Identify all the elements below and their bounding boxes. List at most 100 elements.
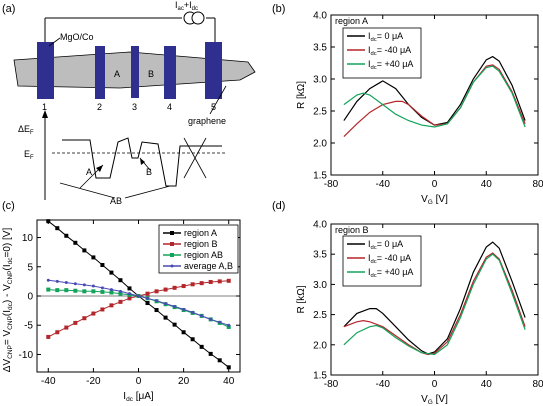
- source-label: Iac+Idc: [175, 0, 198, 12]
- chart-d-xtick-label: 40: [481, 379, 493, 390]
- chart-c-point: [55, 288, 60, 293]
- chart-c-point: [217, 279, 222, 284]
- chart-d-xtick-label: 80: [532, 379, 543, 390]
- chart-c-series-line: [48, 279, 229, 326]
- chart-c-ytick-label: -10: [19, 350, 34, 361]
- chart-c-point: [208, 279, 213, 284]
- chart-c-point: [209, 317, 213, 321]
- chart-c-xlabel: Idc [μA]: [123, 391, 154, 403]
- chart-region-a: -80 -40 0 40 80 1.5 2.0 2.5 3.0 3.5 4.0 Idc= 0 μA Id…: [296, 11, 543, 207]
- chart-c-point: [199, 344, 204, 349]
- contact-4-label: 4: [167, 102, 172, 112]
- region-b-label: B: [148, 69, 154, 79]
- chart-c-ylabel: ΔVCNP= VCNP(Idc) - VCNP(Idc=0) [V]: [2, 228, 14, 373]
- chart-c-point: [64, 325, 69, 330]
- panel-a-label: (a): [2, 3, 15, 15]
- chart-c-legend-label: average A,B: [184, 261, 233, 271]
- chart-c-point: [173, 305, 177, 309]
- chart-c-point: [73, 240, 78, 245]
- chart-d-xtick-label: 0: [432, 379, 438, 390]
- chart-c-point: [118, 291, 123, 296]
- chart-c-point: [91, 289, 96, 294]
- chart-c-point: [218, 320, 222, 324]
- contact-2: [95, 46, 105, 99]
- contact-3-label: 3: [132, 102, 137, 112]
- contact-4: [164, 46, 176, 99]
- chart-c-point: [73, 320, 78, 325]
- chart-c-point: [91, 255, 96, 260]
- chart-c-point: [199, 281, 204, 286]
- chart-c-point: [109, 290, 114, 295]
- chart-c-point: [55, 226, 60, 231]
- chart-c-point: [182, 307, 186, 311]
- chart-c-point: [226, 365, 231, 370]
- source-circle-right: [191, 11, 205, 25]
- chart-d-ytick-label: 3.5: [313, 250, 327, 261]
- chart-c-point: [155, 299, 159, 303]
- chart-c-point: [100, 263, 105, 268]
- chart-c-point: [46, 334, 51, 339]
- chart-b-xtick-label: -80: [324, 179, 339, 190]
- delta-ef-label: ΔEF: [18, 124, 34, 136]
- dirac-cone-line-2: [183, 137, 207, 179]
- chart-c-point: [100, 307, 105, 312]
- chart-c-point: [100, 289, 105, 294]
- chart-c-point: [163, 315, 168, 320]
- panel-d-label: (d): [272, 200, 285, 212]
- chart-b-ytick-label: 3.0: [313, 75, 327, 86]
- chart-c-point: [55, 330, 60, 335]
- chart-c-point: [154, 308, 159, 313]
- chart-c-point: [181, 284, 186, 289]
- chart-c-point: [109, 270, 114, 275]
- chart-c-legend-marker: [170, 231, 174, 235]
- arrow-ab-right: [124, 185, 171, 199]
- chart-c-point: [73, 288, 78, 293]
- arrow-ab-left: [59, 182, 116, 199]
- chart-b-ytick-label: 2.0: [313, 139, 327, 150]
- chart-region-b: -80 -40 0 40 80 1.5 2.0 2.5 3.0 3.5 4.0 Idc= 0 μA Id…: [296, 220, 543, 406]
- chart-c-ytick-label: 5: [27, 262, 33, 273]
- chart-d-ytick-label: 1.5: [313, 371, 327, 382]
- graphene-pointer: [209, 85, 227, 115]
- panel-b-label: (b): [272, 3, 285, 15]
- chart-c-point: [46, 219, 51, 224]
- chart-c-xtick-label: 40: [223, 376, 235, 387]
- chart-c-xtick-label: 20: [178, 376, 190, 387]
- chart-c-point: [181, 330, 186, 335]
- arrow-a-label: A: [86, 167, 92, 177]
- chart-d-legend-label: Idc= -40 μA: [368, 253, 411, 265]
- chart-c-point: [46, 278, 50, 282]
- chart-d-legend-label: Idc= +40 μA: [368, 267, 413, 279]
- chart-c-point: [200, 314, 204, 318]
- contact-2-label: 2: [97, 102, 102, 112]
- chart-c-point: [118, 299, 123, 304]
- chart-c-legend-label: region AB: [184, 250, 223, 260]
- chart-b-ytick-label: 4.0: [313, 11, 327, 22]
- chart-c-legend-marker: [170, 253, 174, 257]
- panel-a: (a) Iac+Idc MgO/Co A B 1 2 3 4 5 graphen…: [2, 0, 256, 206]
- energy-axis-arrow: [42, 110, 48, 118]
- chart-d-series-line: [343, 253, 526, 356]
- chart-c-legend-label: region B: [184, 239, 218, 249]
- chart-b-xtick-label: -40: [376, 179, 391, 190]
- chart-b-legend-label: Idc= +40 μA: [368, 59, 413, 71]
- chart-d-title: region B: [335, 225, 369, 235]
- chart-c-xtick-label: -20: [86, 376, 101, 387]
- chart-c-legend-label: region A: [184, 228, 217, 238]
- chart-c-xtick-label: 0: [136, 376, 142, 387]
- chart-d-xtick-label: -80: [324, 379, 339, 390]
- chart-c-point: [226, 324, 231, 329]
- chart-c-legend-marker: [170, 264, 174, 268]
- chart-c-point: [190, 282, 195, 287]
- chart-c-point: [64, 281, 68, 285]
- ef-label: EF: [24, 149, 34, 161]
- chart-c-point: [82, 248, 87, 253]
- chart-b-ylabel: R [kΩ]: [296, 81, 307, 109]
- chart-c-point: [118, 289, 122, 293]
- chart-c-legend-marker: [170, 242, 174, 246]
- chart-b-title: region A: [335, 16, 368, 26]
- chart-c-point: [208, 351, 213, 356]
- chart-c-point: [109, 288, 113, 292]
- chart-d-legend-label: Idc= 0 μA: [368, 239, 403, 251]
